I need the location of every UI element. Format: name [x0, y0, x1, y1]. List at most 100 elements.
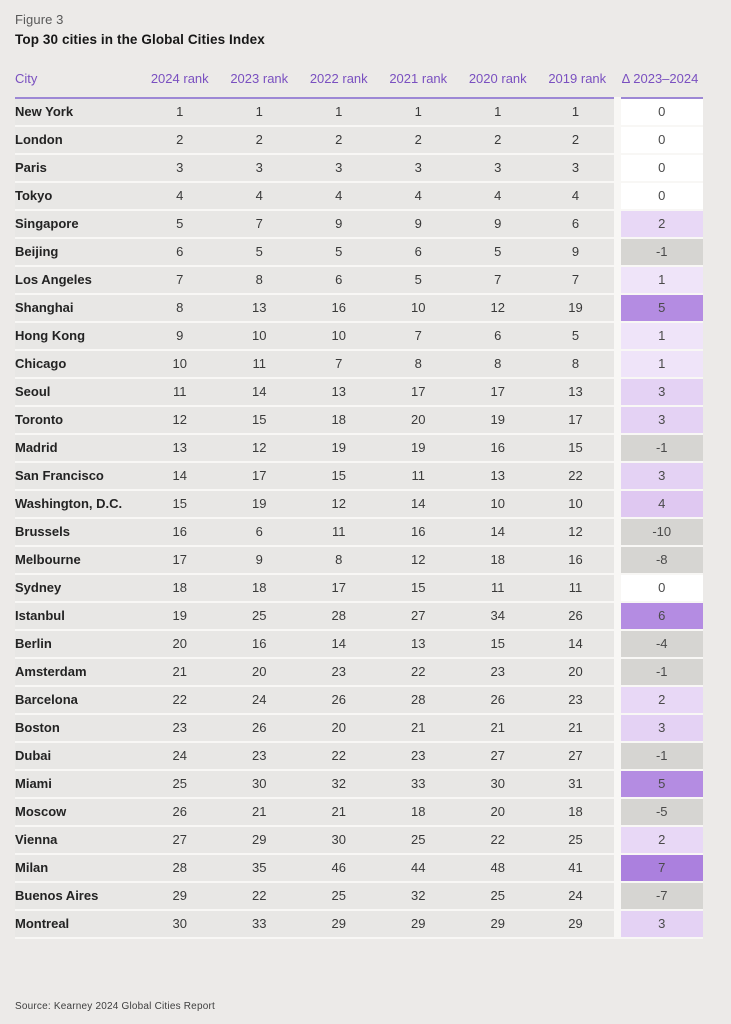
rank-cell-2024: 24 — [140, 742, 220, 771]
rank-cell-2024: 11 — [140, 378, 220, 407]
rank-cell-2019: 29 — [537, 910, 617, 939]
rank-cell-2019: 25 — [537, 826, 617, 855]
rank-cell-2021: 32 — [378, 882, 458, 911]
rank-cell-2023: 3 — [219, 154, 299, 183]
delta-cell: 2 — [613, 686, 703, 715]
rank-cell-2023: 19 — [219, 490, 299, 519]
rank-cell-2022: 25 — [299, 882, 379, 911]
rank-cell-2023: 35 — [219, 854, 299, 883]
rank-cell-2022: 1 — [299, 98, 379, 127]
rank-cell-2020: 1 — [458, 98, 538, 127]
city-cell: Los Angeles — [15, 266, 140, 295]
rank-cell-2022: 23 — [299, 658, 379, 687]
rank-cell-2020: 13 — [458, 462, 538, 491]
rank-cell-2024: 6 — [140, 238, 220, 267]
table-row: Paris 3 3 3 3 3 3 0 — [15, 154, 703, 183]
rank-cell-2020: 4 — [458, 182, 538, 211]
rank-cell-2022: 22 — [299, 742, 379, 771]
table-row: New York 1 1 1 1 1 1 0 — [15, 98, 703, 127]
rank-cell-2021: 29 — [378, 910, 458, 939]
city-cell: Istanbul — [15, 602, 140, 631]
rank-cell-2022: 14 — [299, 630, 379, 659]
table-row: Hong Kong 9 10 10 7 6 5 1 — [15, 322, 703, 351]
rank-cell-2021: 1 — [378, 98, 458, 127]
delta-cell: 1 — [613, 322, 703, 351]
rank-cell-2023: 30 — [219, 770, 299, 799]
rank-cell-2023: 4 — [219, 182, 299, 211]
city-cell: Tokyo — [15, 182, 140, 211]
rank-cell-2021: 33 — [378, 770, 458, 799]
rank-cell-2024: 26 — [140, 798, 220, 827]
rank-cell-2019: 20 — [537, 658, 617, 687]
delta-cell: 0 — [613, 574, 703, 603]
rank-cell-2021: 6 — [378, 238, 458, 267]
rank-cell-2020: 3 — [458, 154, 538, 183]
rank-cell-2024: 30 — [140, 910, 220, 939]
rank-cell-2020: 2 — [458, 126, 538, 155]
city-cell: Barcelona — [15, 686, 140, 715]
rank-cell-2019: 2 — [537, 126, 617, 155]
rank-cell-2020: 34 — [458, 602, 538, 631]
delta-cell: 5 — [613, 294, 703, 323]
rank-cell-2021: 20 — [378, 406, 458, 435]
city-cell: Miami — [15, 770, 140, 799]
rank-cell-2019: 21 — [537, 714, 617, 743]
rank-cell-2019: 4 — [537, 182, 617, 211]
table-row: Buenos Aires 29 22 25 32 25 24 -7 — [15, 882, 703, 911]
rank-cell-2020: 27 — [458, 742, 538, 771]
delta-cell: 0 — [613, 98, 703, 127]
table-row: Toronto 12 15 18 20 19 17 3 — [15, 406, 703, 435]
rank-cell-2022: 21 — [299, 798, 379, 827]
rank-cell-2022: 11 — [299, 518, 379, 547]
rank-cell-2023: 16 — [219, 630, 299, 659]
rank-cell-2021: 2 — [378, 126, 458, 155]
city-cell: Paris — [15, 154, 140, 183]
delta-cell: -1 — [613, 238, 703, 267]
rank-cell-2020: 15 — [458, 630, 538, 659]
table-body: New York 1 1 1 1 1 1 0 London 2 2 2 2 2 2 0 Paris 3 3 3 3 3 3 0… — [15, 98, 703, 939]
rank-cell-2020: 11 — [458, 574, 538, 603]
rank-cell-2021: 19 — [378, 434, 458, 463]
rank-cell-2022: 2 — [299, 126, 379, 155]
rank-cell-2022: 8 — [299, 546, 379, 575]
delta-cell: 5 — [613, 770, 703, 799]
rank-cell-2024: 27 — [140, 826, 220, 855]
rank-cell-2019: 10 — [537, 490, 617, 519]
rank-cell-2024: 2 — [140, 126, 220, 155]
rank-cell-2024: 17 — [140, 546, 220, 575]
rank-cell-2023: 25 — [219, 602, 299, 631]
city-cell: Washington, D.C. — [15, 490, 140, 519]
delta-cell: 7 — [613, 854, 703, 883]
rank-cell-2024: 23 — [140, 714, 220, 743]
delta-cell: 6 — [613, 602, 703, 631]
table-row: Beijing 6 5 5 6 5 9 -1 — [15, 238, 703, 267]
rank-cell-2021: 7 — [378, 322, 458, 351]
city-cell: Milan — [15, 854, 140, 883]
rank-cell-2019: 7 — [537, 266, 617, 295]
rank-cell-2021: 18 — [378, 798, 458, 827]
delta-cell: 0 — [613, 182, 703, 211]
rank-cell-2019: 18 — [537, 798, 617, 827]
rank-cell-2024: 8 — [140, 294, 220, 323]
rank-cell-2020: 16 — [458, 434, 538, 463]
rank-cell-2021: 28 — [378, 686, 458, 715]
column-header-2021-rank: 2021 rank — [378, 67, 458, 99]
rank-cell-2023: 2 — [219, 126, 299, 155]
rank-cell-2020: 6 — [458, 322, 538, 351]
city-cell: Brussels — [15, 518, 140, 547]
city-cell: Seoul — [15, 378, 140, 407]
rank-cell-2019: 5 — [537, 322, 617, 351]
rank-cell-2024: 18 — [140, 574, 220, 603]
rank-cell-2023: 9 — [219, 546, 299, 575]
rank-cell-2020: 8 — [458, 350, 538, 379]
city-cell: Dubai — [15, 742, 140, 771]
rank-cell-2021: 9 — [378, 210, 458, 239]
table-row: Istanbul 19 25 28 27 34 26 6 — [15, 602, 703, 631]
rank-cell-2024: 15 — [140, 490, 220, 519]
rank-cell-2021: 17 — [378, 378, 458, 407]
rank-cell-2024: 20 — [140, 630, 220, 659]
rank-cell-2020: 9 — [458, 210, 538, 239]
table-row: Berlin 20 16 14 13 15 14 -4 — [15, 630, 703, 659]
rank-cell-2022: 26 — [299, 686, 379, 715]
rank-cell-2020: 29 — [458, 910, 538, 939]
